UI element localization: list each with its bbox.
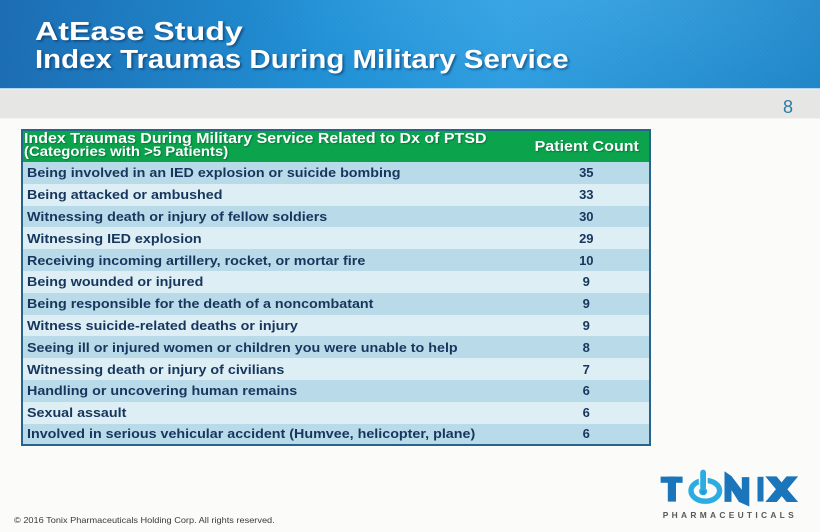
svg-text:PHARMACEUTICALS: PHARMACEUTICALS	[663, 510, 797, 520]
